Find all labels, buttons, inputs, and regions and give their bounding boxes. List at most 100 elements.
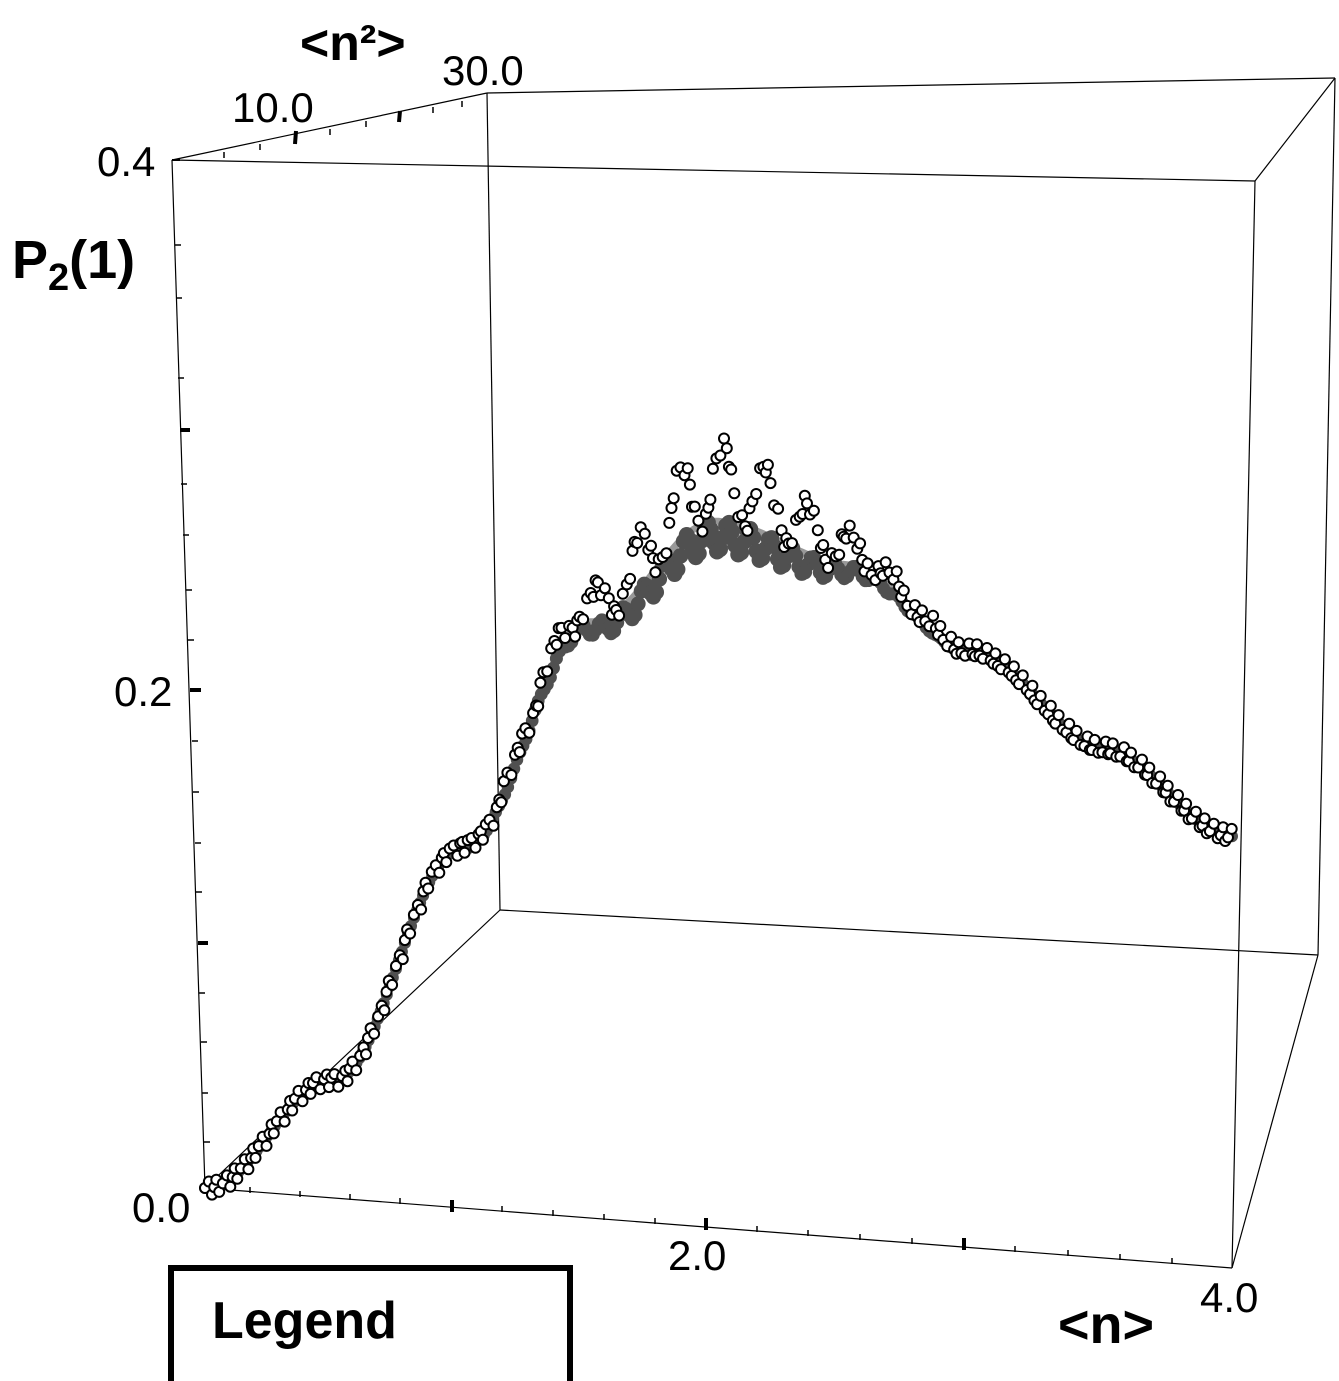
point-filled bbox=[766, 538, 783, 555]
point-open bbox=[505, 769, 518, 781]
z-axis-title-sub: 2 bbox=[48, 257, 69, 299]
point-open bbox=[390, 960, 402, 972]
point-filled bbox=[627, 607, 643, 623]
point-open bbox=[683, 478, 696, 491]
point-open bbox=[469, 841, 482, 854]
z-tick-label-0.2: 0.2 bbox=[114, 668, 172, 715]
point-open bbox=[513, 746, 526, 759]
legend: Legend bbox=[168, 1265, 573, 1381]
y-axis-title: <n²> bbox=[300, 15, 406, 71]
point-filled bbox=[648, 584, 665, 600]
point-open bbox=[332, 1080, 345, 1093]
point-open bbox=[378, 1004, 391, 1017]
point-open bbox=[260, 1139, 273, 1152]
point-open bbox=[267, 1127, 280, 1140]
point-filled bbox=[630, 596, 646, 612]
point-open bbox=[1106, 737, 1119, 750]
point-open bbox=[786, 537, 798, 550]
point-open bbox=[772, 502, 785, 515]
point-open bbox=[822, 561, 835, 574]
point-open bbox=[989, 647, 1002, 660]
series-filled bbox=[199, 514, 1238, 1195]
point-open bbox=[1088, 733, 1101, 746]
point-open bbox=[487, 819, 500, 832]
point-open bbox=[422, 882, 435, 895]
point-open bbox=[728, 487, 741, 500]
point-open bbox=[897, 584, 910, 597]
axis-ticks bbox=[172, 110, 966, 1250]
point-open bbox=[304, 1087, 317, 1100]
x-tick-label-4.0: 4.0 bbox=[1200, 1274, 1258, 1321]
point-open bbox=[890, 565, 903, 578]
point-open bbox=[360, 1048, 372, 1061]
point-open bbox=[667, 492, 680, 505]
point-filled bbox=[690, 545, 707, 562]
series-curve bbox=[201, 517, 1236, 1192]
point-open bbox=[706, 462, 719, 475]
point-open bbox=[433, 866, 446, 879]
point-open bbox=[1198, 812, 1211, 825]
point-open bbox=[440, 856, 453, 869]
point-open bbox=[534, 676, 547, 689]
point-open bbox=[934, 620, 947, 632]
point-open bbox=[1052, 709, 1065, 722]
point-open bbox=[952, 636, 965, 649]
point-open bbox=[1154, 770, 1167, 783]
point-open bbox=[249, 1151, 262, 1164]
point-open bbox=[736, 509, 749, 522]
point-open bbox=[649, 566, 662, 579]
point-open bbox=[1172, 789, 1184, 801]
point-open bbox=[278, 1115, 291, 1128]
chart-3d-box: 0.4 0.2 0.0 2.0 4.0 10.0 30.0 P2(1) <n²>… bbox=[12, 15, 1336, 1348]
point-open bbox=[638, 527, 651, 540]
point-open bbox=[1143, 761, 1156, 774]
y-tick-label-10.0: 10.0 bbox=[232, 84, 314, 131]
point-open bbox=[725, 463, 738, 476]
point-open bbox=[286, 1104, 299, 1117]
legend-title: Legend bbox=[212, 1292, 397, 1350]
point-open bbox=[541, 665, 554, 678]
point-open bbox=[476, 833, 489, 846]
point-open bbox=[916, 604, 928, 617]
point-open bbox=[404, 927, 417, 940]
point-open bbox=[532, 700, 545, 713]
point-filled bbox=[669, 561, 686, 578]
point-open bbox=[718, 432, 730, 445]
point-open bbox=[631, 537, 644, 549]
point-open bbox=[569, 630, 582, 643]
point-open bbox=[415, 903, 428, 916]
point-open bbox=[598, 582, 611, 595]
point-open bbox=[624, 572, 637, 585]
point-open bbox=[861, 557, 874, 570]
point-open bbox=[1189, 805, 1202, 818]
point-open bbox=[660, 547, 673, 560]
point-open bbox=[801, 497, 813, 510]
point-open bbox=[665, 502, 678, 514]
point-open bbox=[1044, 699, 1057, 712]
point-open bbox=[602, 592, 615, 605]
point-open bbox=[811, 524, 824, 537]
point-filled bbox=[724, 523, 741, 540]
point-open bbox=[879, 556, 892, 569]
point-open bbox=[854, 537, 867, 550]
point-open bbox=[1125, 746, 1137, 759]
point-open bbox=[764, 477, 777, 490]
point-open bbox=[843, 519, 856, 532]
point-open bbox=[396, 953, 409, 966]
z-axis-title-rest: (1) bbox=[69, 230, 135, 290]
point-open bbox=[577, 613, 590, 626]
x-axis-title: <n> bbox=[1058, 1295, 1154, 1348]
point-open bbox=[927, 609, 940, 622]
point-open bbox=[681, 462, 694, 475]
point-open bbox=[613, 609, 626, 622]
point-open bbox=[350, 1064, 363, 1077]
point-filled bbox=[672, 547, 689, 564]
y-tick-label-30.0: 30.0 bbox=[442, 47, 524, 94]
point-open bbox=[720, 442, 733, 455]
point-open bbox=[368, 1027, 381, 1040]
point-open bbox=[1034, 689, 1047, 702]
point-open bbox=[663, 516, 676, 529]
point-open bbox=[981, 642, 993, 654]
point-open bbox=[692, 514, 705, 527]
point-open bbox=[1136, 753, 1148, 766]
